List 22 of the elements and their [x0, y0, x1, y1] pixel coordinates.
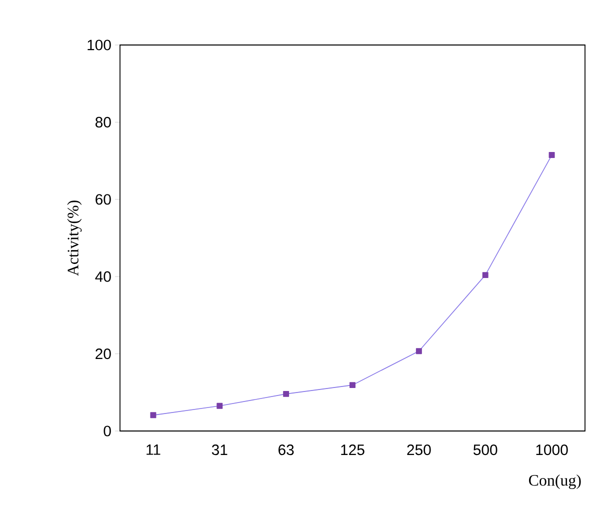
x-tick-label: 250 — [407, 444, 431, 456]
y-tick-label: 0 — [104, 426, 111, 436]
point — [350, 382, 356, 388]
point — [150, 412, 156, 418]
y-tick-label: 20 — [96, 348, 111, 360]
x-tick-label: 63 — [278, 444, 294, 456]
y-tick-label: 100 — [88, 40, 111, 50]
point — [216, 402, 223, 409]
x-tick-label: 1000 — [536, 444, 568, 456]
x-tick-label: 125 — [341, 444, 364, 456]
point — [283, 390, 290, 397]
x-axis-title: Con(ug) — [529, 474, 581, 490]
y-tick-label: 60 — [96, 194, 111, 205]
point — [482, 272, 488, 278]
y-tick-label: 80 — [96, 116, 111, 128]
y-tick-label: 40 — [95, 271, 111, 282]
x-tick-label: 31 — [212, 444, 228, 456]
x-tick-label: 500 — [473, 444, 498, 456]
point — [548, 152, 555, 158]
point — [416, 348, 422, 354]
y-axis-title: Activity(%) — [67, 200, 82, 276]
x-tick-label: 11 — [146, 444, 160, 455]
